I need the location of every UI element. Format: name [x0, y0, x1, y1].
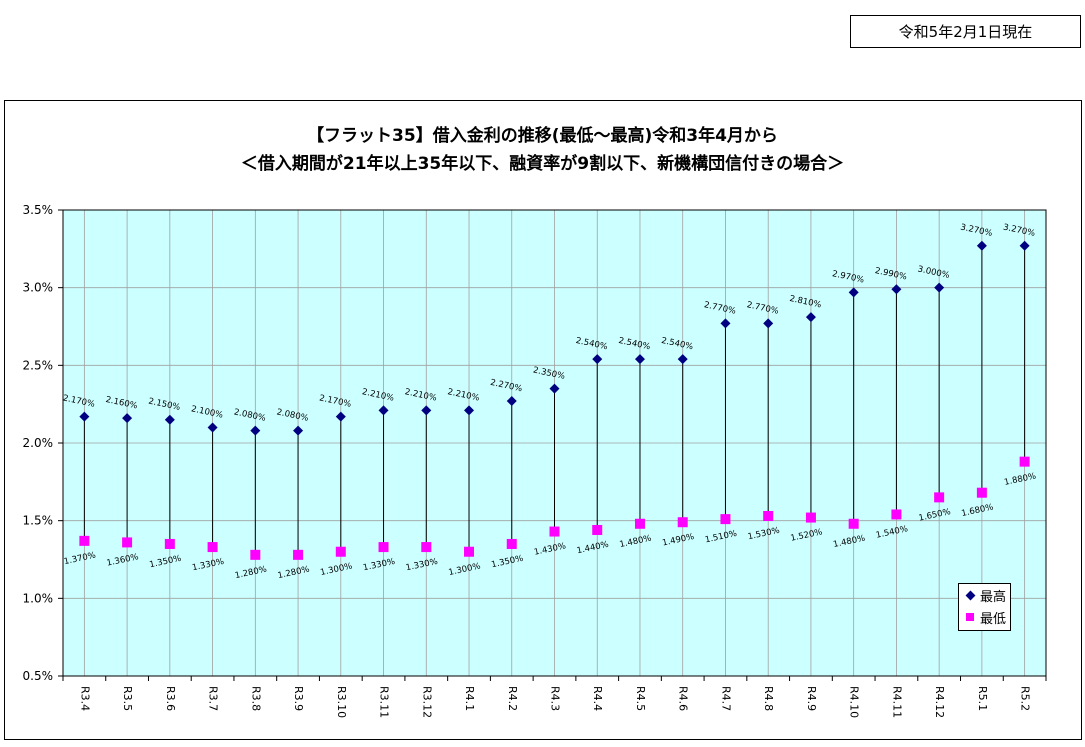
chart-frame	[4, 100, 1082, 740]
chart-title: 【フラット35】借入金利の推移(最低～最高)令和3年4月から	[307, 126, 778, 146]
min-point	[805, 512, 816, 523]
max-point	[335, 411, 346, 422]
x-tick-label: R4.11	[890, 686, 903, 718]
x-tick-label: R5.1	[976, 686, 989, 711]
max-point	[934, 282, 945, 293]
x-tick-label: R4.1	[463, 686, 476, 711]
y-tick-label: 0.5%	[23, 669, 54, 683]
min-point	[421, 542, 432, 553]
min-point	[848, 518, 859, 529]
y-tick-label: 3.0%	[23, 281, 54, 295]
min-point	[378, 542, 389, 553]
x-tick-label: R4.10	[848, 686, 861, 718]
x-tick-label: R3.4	[78, 686, 91, 711]
max-point	[720, 318, 731, 329]
square-marker-icon	[966, 612, 974, 621]
max-point	[592, 354, 603, 365]
max-point	[1019, 240, 1030, 251]
min-point	[250, 549, 261, 560]
min-point	[464, 546, 475, 557]
legend-label-max: 最高	[980, 589, 1007, 605]
min-point	[763, 511, 774, 522]
max-point	[122, 413, 133, 424]
max-point	[976, 240, 987, 251]
max-point	[634, 354, 645, 365]
min-point	[934, 492, 945, 503]
x-tick-label: R4.5	[634, 686, 647, 711]
diamond-marker-icon	[965, 590, 975, 600]
legend: 最高 最低	[958, 583, 1011, 631]
y-tick-label: 1.5%	[23, 514, 54, 528]
x-tick-label: R3.10	[335, 686, 348, 718]
max-point	[250, 425, 261, 436]
x-tick-label: R3.5	[121, 686, 134, 711]
min-point	[1019, 456, 1030, 467]
min-point	[677, 517, 688, 528]
min-point	[976, 487, 987, 498]
y-tick-label: 3.5%	[23, 203, 54, 217]
max-point	[164, 414, 175, 425]
min-point	[122, 537, 133, 548]
y-tick-label: 2.5%	[23, 358, 54, 372]
min-point	[79, 535, 90, 546]
max-point	[464, 405, 475, 416]
x-tick-label: R3.11	[378, 686, 391, 718]
legend-item-min: 最低	[959, 606, 1010, 628]
x-tick-label: R4.9	[805, 686, 818, 711]
x-tick-label: R3.12	[420, 686, 433, 718]
x-tick-label: R5.2	[1019, 686, 1032, 711]
min-point	[335, 546, 346, 557]
x-tick-label: R3.8	[249, 686, 262, 711]
min-point	[634, 518, 645, 529]
x-tick-label: R3.6	[164, 686, 177, 711]
min-point	[720, 514, 731, 525]
x-tick-label: R4.8	[762, 686, 775, 711]
x-tick-label: R4.6	[677, 686, 690, 711]
min-point	[293, 549, 304, 560]
as-of-date: 令和5年2月1日現在	[850, 15, 1081, 48]
max-point	[805, 312, 816, 323]
min-point	[207, 542, 218, 553]
min-point	[164, 538, 175, 549]
max-point	[421, 405, 432, 416]
max-point	[293, 425, 304, 436]
x-tick-label: R4.12	[933, 686, 946, 718]
min-point	[891, 509, 902, 520]
x-tick-label: R3.7	[207, 686, 220, 711]
y-tick-label: 1.0%	[23, 591, 54, 605]
min-point	[506, 538, 517, 549]
min-point	[549, 526, 560, 537]
x-tick-label: R4.4	[591, 686, 604, 711]
legend-label-min: 最低	[980, 611, 1007, 627]
y-tick-label: 2.0%	[23, 436, 54, 450]
x-tick-label: R4.7	[719, 686, 732, 711]
max-point	[763, 318, 774, 329]
x-tick-label: R4.2	[506, 686, 519, 711]
max-point	[207, 422, 218, 433]
max-point	[549, 383, 560, 394]
chart-subtitle: ＜借入期間が21年以上35年以下、融資率が9割以下、新機構団信付きの場合＞	[240, 154, 845, 174]
x-tick-label: R4.3	[549, 686, 562, 711]
max-point	[848, 287, 859, 298]
max-point	[891, 284, 902, 295]
max-point	[677, 354, 688, 365]
max-point	[506, 396, 517, 407]
max-point	[378, 405, 389, 416]
x-tick-label: R3.9	[292, 686, 305, 711]
max-point	[79, 411, 90, 422]
legend-item-max: 最高	[959, 584, 1010, 606]
plot-border	[62, 209, 1047, 677]
min-point	[592, 524, 603, 535]
